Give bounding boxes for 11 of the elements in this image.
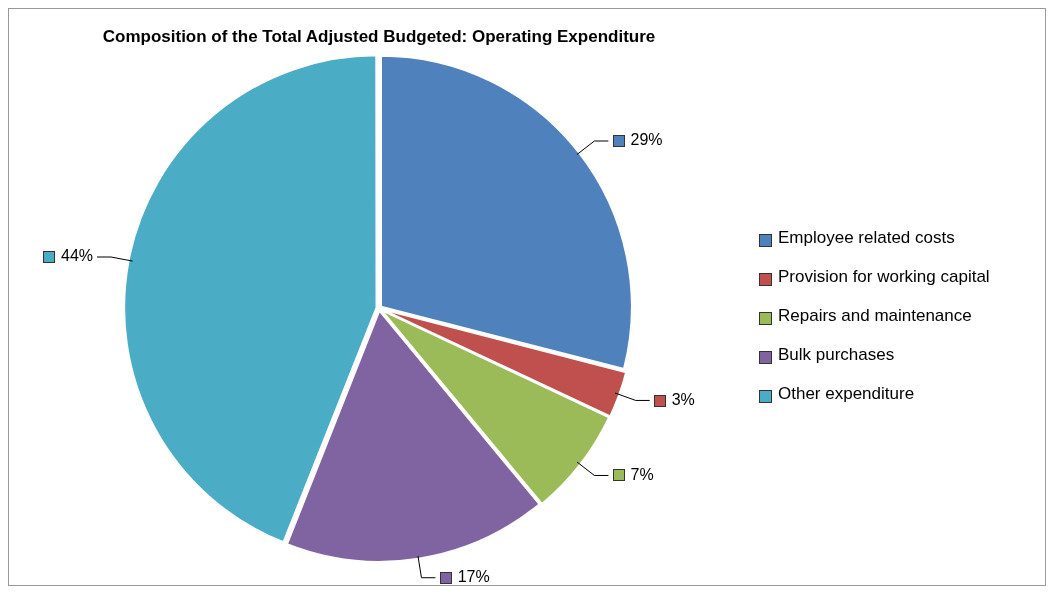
legend-label: Other expenditure: [778, 382, 916, 405]
data-label: 44%: [61, 247, 94, 265]
data-label: 17%: [457, 568, 490, 586]
data-label: 7%: [630, 465, 654, 483]
legend-label: Employee related costs: [778, 226, 956, 249]
data-label: 29%: [630, 131, 663, 149]
legend-label: Repairs and maintenance: [778, 304, 973, 327]
data-label: 3%: [671, 391, 695, 409]
chart-title: Composition of the Total Adjusted Budgeted: Operating Expenditure: [102, 26, 656, 46]
legend-label: Bulk purchases: [778, 343, 896, 366]
legend-label: Provision for working capital: [778, 265, 991, 288]
